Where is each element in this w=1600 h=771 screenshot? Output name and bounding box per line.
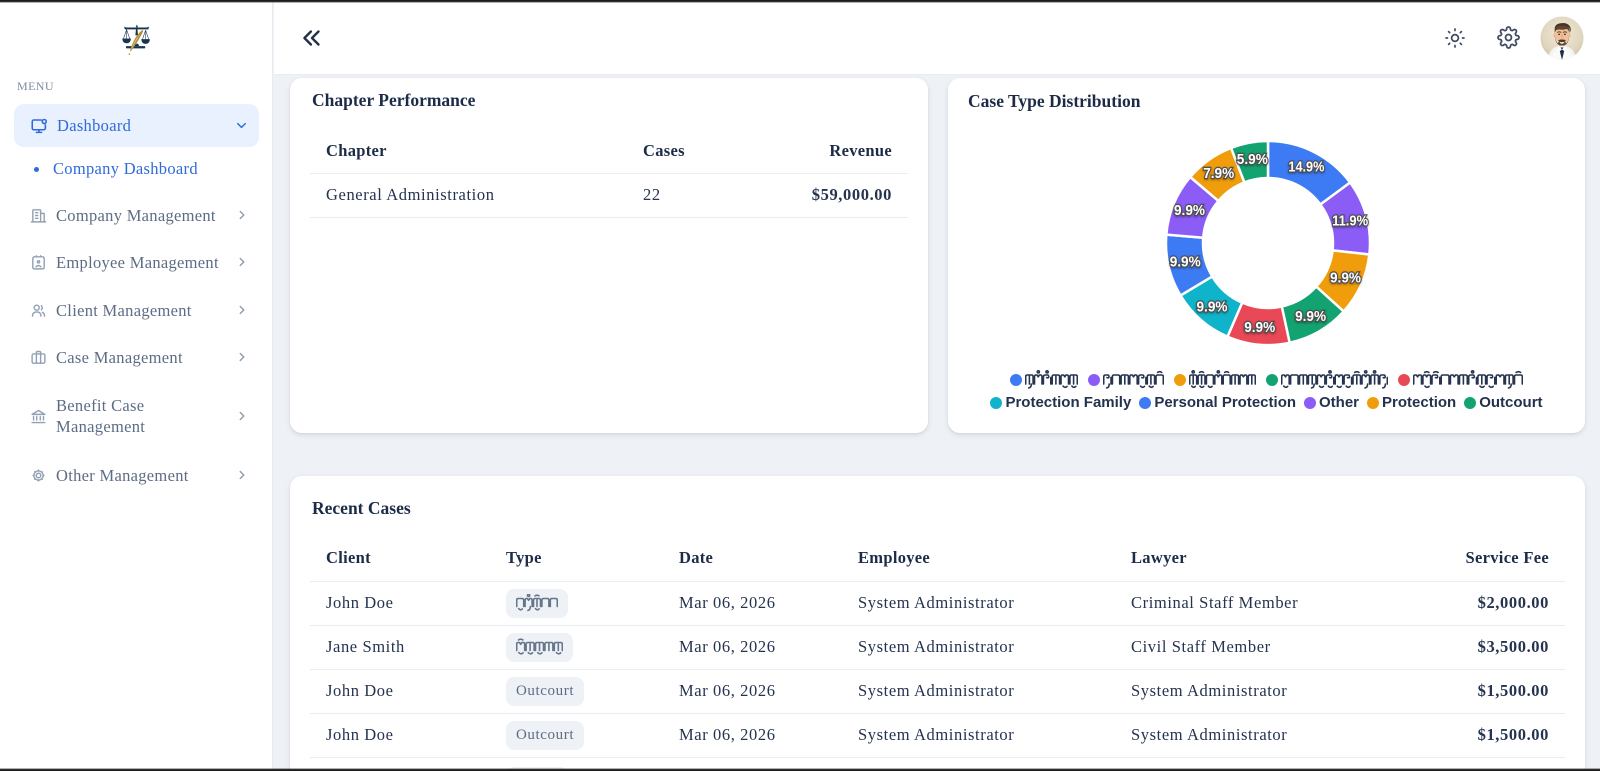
svg-text:9.9%: 9.9% xyxy=(1170,254,1201,271)
svg-text:9.9%: 9.9% xyxy=(1244,319,1275,336)
svg-text:14.9%: 14.9% xyxy=(1288,159,1324,176)
svg-text:9.9%: 9.9% xyxy=(1330,269,1361,286)
svg-text:5.9%: 5.9% xyxy=(1237,151,1268,168)
svg-text:9.9%: 9.9% xyxy=(1295,308,1326,325)
svg-text:9.9%: 9.9% xyxy=(1197,298,1228,315)
svg-text:11.9%: 11.9% xyxy=(1332,213,1368,230)
svg-text:9.9%: 9.9% xyxy=(1174,202,1205,219)
svg-text:7.9%: 7.9% xyxy=(1203,165,1234,182)
